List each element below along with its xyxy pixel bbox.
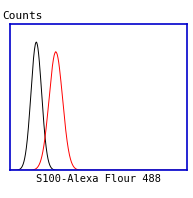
Text: Counts: Counts xyxy=(3,11,43,21)
X-axis label: S100-Alexa Flour 488: S100-Alexa Flour 488 xyxy=(36,174,161,185)
